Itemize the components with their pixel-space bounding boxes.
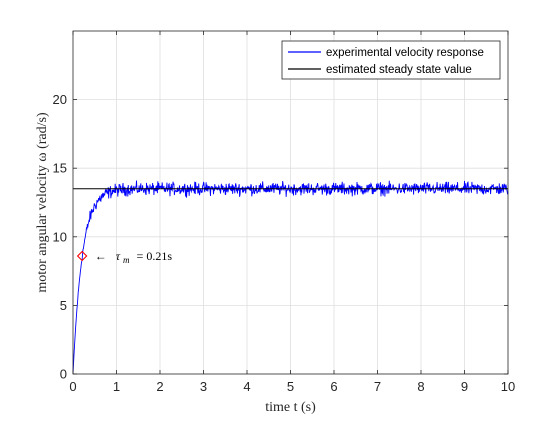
x-tick-label: 0 [69,379,76,394]
annotation-arrow: ← [95,249,107,263]
y-axis-label: motor angular velocity ω (rad/s) [35,112,50,293]
series-layer [72,180,509,375]
y-tick-label: 5 [60,298,67,313]
x-tick-label: 10 [501,379,515,394]
x-tick-label: 3 [200,379,207,394]
grid-lines [73,31,508,374]
legend: experimental velocity response estimated… [281,40,501,80]
legend-label-experimental: experimental velocity response [326,47,484,59]
legend-label-steady-state: estimated steady state value [326,64,472,76]
x-tick-label: 4 [243,379,250,394]
x-axis-label: time t (s) [265,400,316,415]
y-tick-label: 0 [60,367,67,382]
series-experimental-velocity [72,180,509,375]
legend-box [281,40,501,80]
y-tick-label: 20 [53,92,67,107]
x-tick-label: 1 [113,379,120,394]
y-tick-label: 10 [53,229,67,244]
x-tick-label: 9 [461,379,468,394]
x-tick-label: 6 [330,379,337,394]
x-tick-label: 2 [156,379,163,394]
annotation-tau: τ [116,249,121,263]
tau-annotation: ← τ m = 0.21s [95,249,173,266]
x-tick-label: 5 [287,379,294,394]
axes-frame [72,30,509,375]
y-tick-label: 15 [53,161,67,176]
x-tick-label: 8 [417,379,424,394]
tau-marker-group [76,250,88,262]
tau-annotation-text: ← τ m = 0.21s [95,249,173,266]
x-tick-label: 7 [374,379,381,394]
annotation-value: = 0.21s [137,249,173,263]
tick-labels: 0 1 2 3 4 5 6 7 8 9 10 0 5 10 15 20 [53,92,516,394]
annotation-subscript: m [123,255,130,265]
tau-marker [76,250,88,262]
